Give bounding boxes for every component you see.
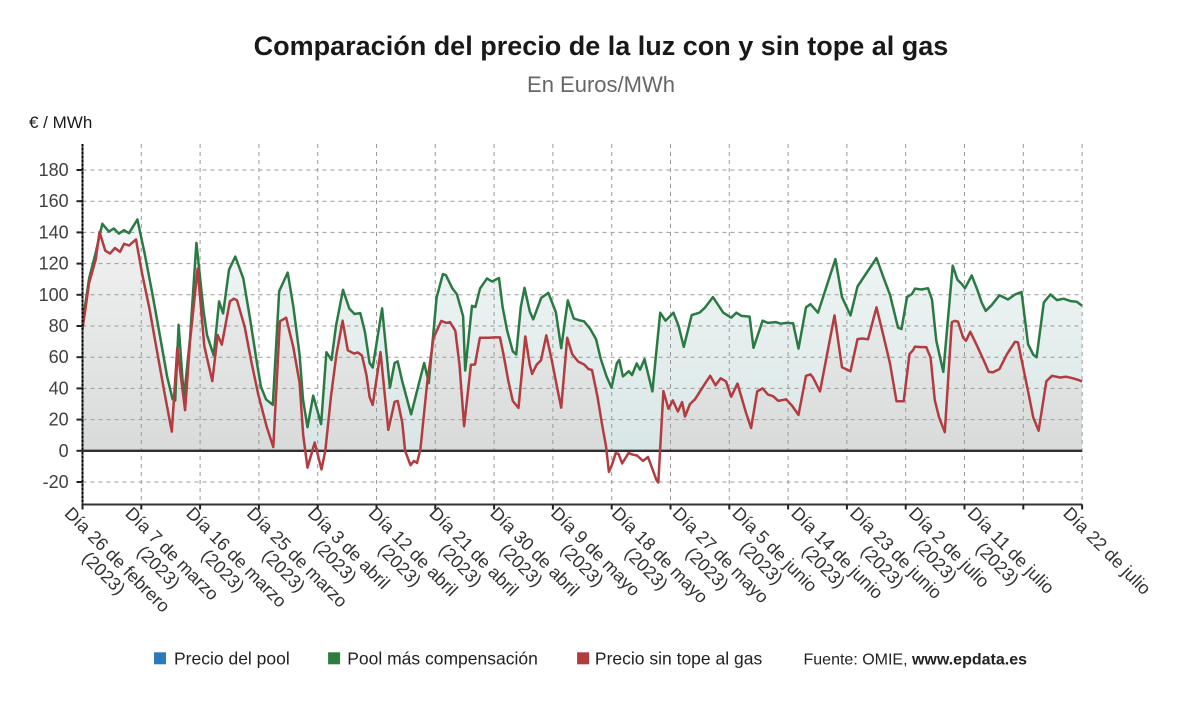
svg-text:60: 60 — [49, 347, 69, 367]
svg-text:160: 160 — [39, 191, 69, 211]
svg-text:0: 0 — [59, 441, 69, 461]
svg-text:80: 80 — [49, 316, 69, 336]
svg-text:20: 20 — [49, 410, 69, 430]
svg-text:-20: -20 — [43, 472, 69, 492]
svg-text:En Euros/MWh: En Euros/MWh — [527, 72, 675, 97]
svg-text:Comparación del precio de la l: Comparación del precio de la luz con y s… — [254, 31, 949, 61]
svg-text:180: 180 — [39, 160, 69, 180]
svg-text:120: 120 — [39, 254, 69, 274]
svg-text:Fuente: OMIE, www.epdata.es: Fuente: OMIE, www.epdata.es — [804, 651, 1028, 668]
svg-text:100: 100 — [39, 285, 69, 305]
svg-text:€ / MWh: € / MWh — [29, 113, 92, 132]
svg-text:Pool más compensación: Pool más compensación — [347, 648, 538, 668]
svg-text:Precio del pool: Precio del pool — [174, 648, 290, 668]
svg-text:Precio sin tope al gas: Precio sin tope al gas — [595, 648, 763, 668]
svg-text:140: 140 — [39, 222, 69, 242]
svg-text:40: 40 — [49, 378, 69, 398]
